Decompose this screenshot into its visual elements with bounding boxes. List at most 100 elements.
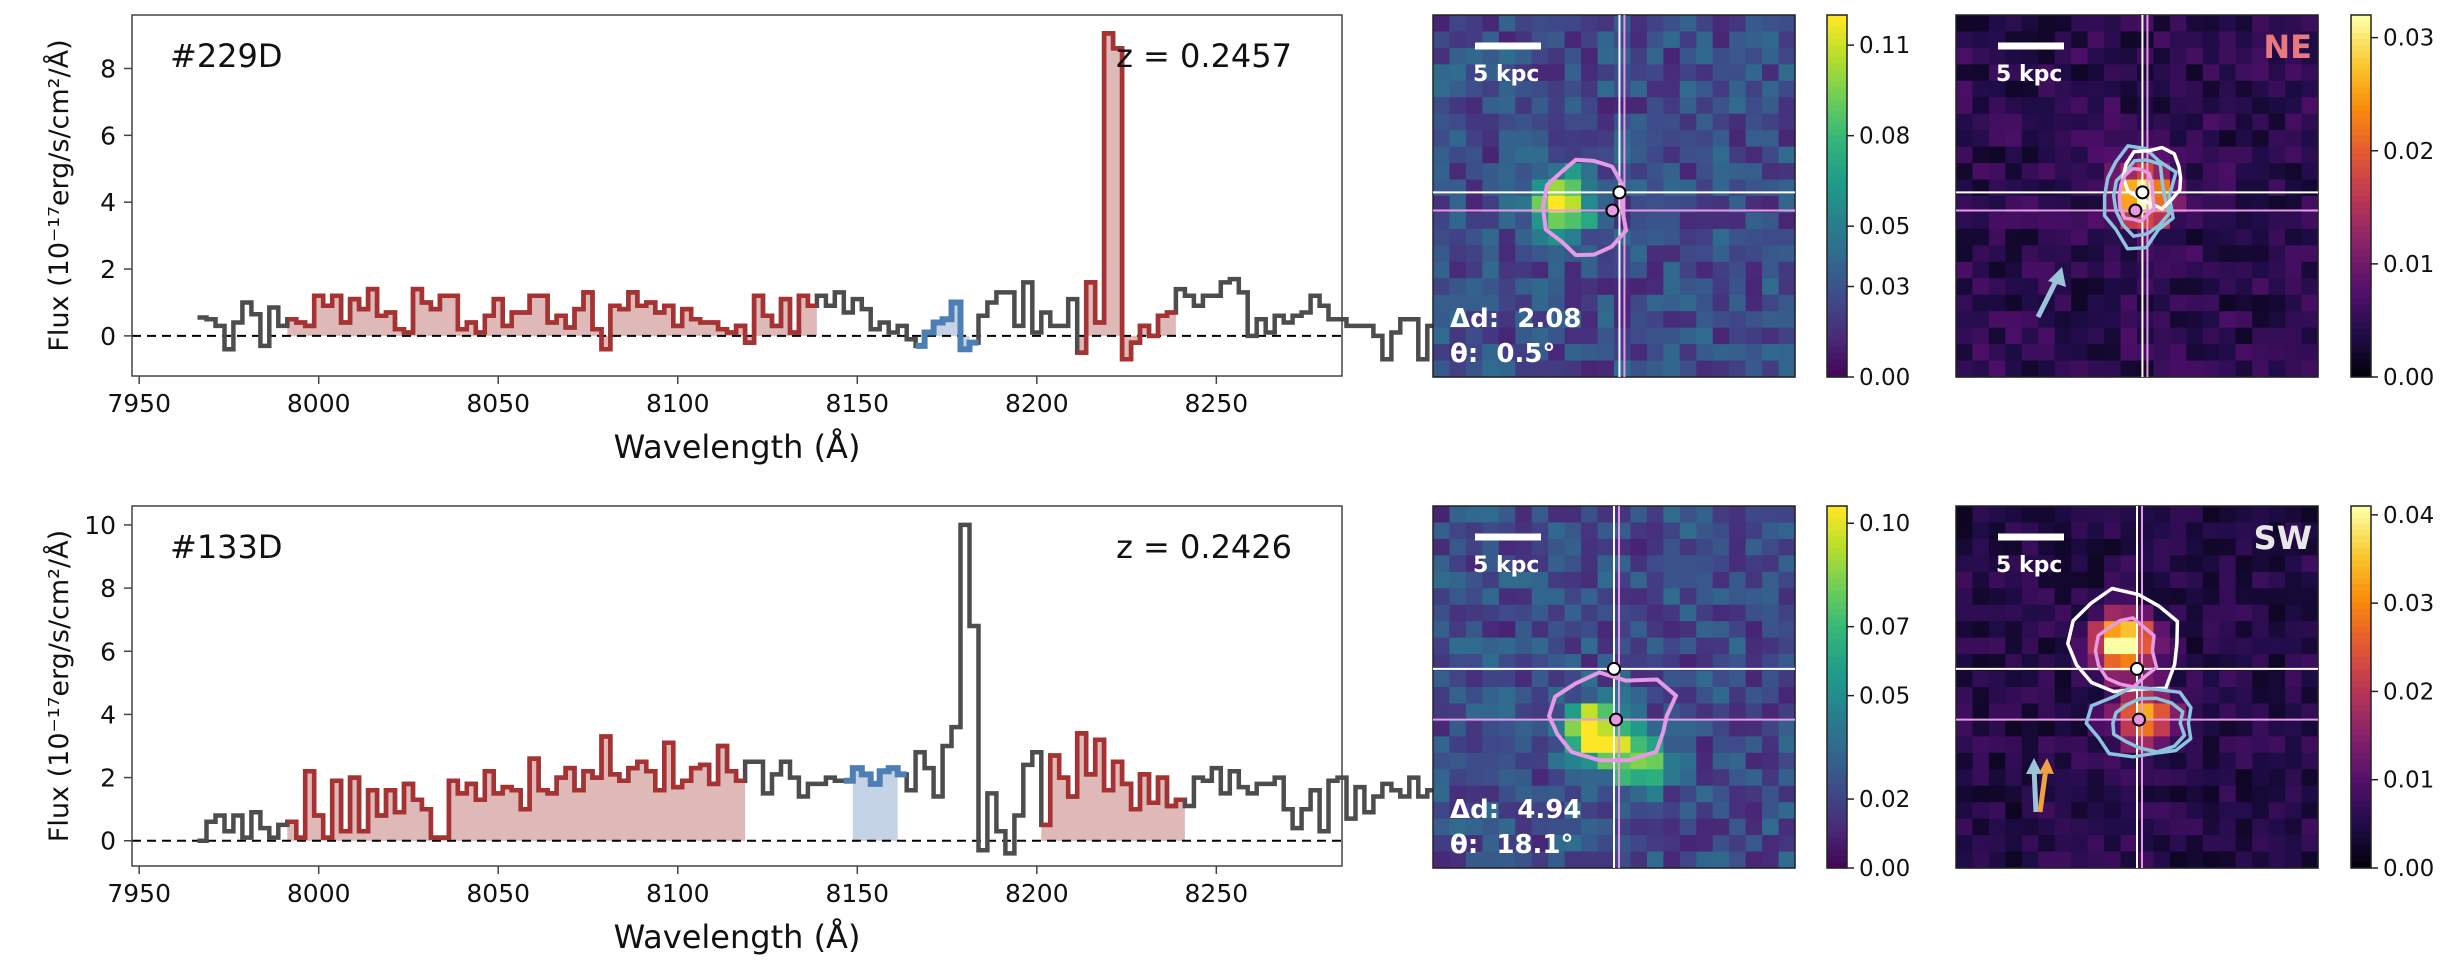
pixel (2104, 212, 2122, 230)
pixel (2021, 506, 2039, 524)
pixel (2285, 261, 2303, 279)
pixel (1630, 736, 1648, 754)
pixel (1696, 769, 1714, 787)
pixel (1729, 80, 1747, 98)
pixel (1972, 179, 1990, 197)
pixel (1548, 245, 1566, 263)
colorbar-tick-label: 0.03 (1859, 275, 1910, 301)
pixel (2285, 146, 2303, 164)
pixel (2137, 818, 2155, 836)
pixel (1956, 360, 1974, 378)
pixel (1988, 571, 2006, 589)
pixel (2120, 506, 2138, 524)
pixel (1956, 327, 1974, 345)
pixel (2202, 654, 2220, 672)
pixel (2219, 196, 2237, 214)
colorbar-segment (1827, 542, 1847, 549)
colorbar-segment (2351, 99, 2371, 107)
pixel (1581, 163, 1599, 181)
centroid-marker (2135, 185, 2150, 200)
colorbar-segment (2351, 674, 2371, 682)
pixel (2202, 15, 2220, 33)
colorbar-segment (2351, 298, 2371, 306)
pixel (1972, 851, 1990, 869)
pixel (1482, 851, 1500, 869)
pixel (1679, 571, 1697, 589)
pixel (2005, 687, 2023, 705)
pixel (1745, 245, 1763, 263)
x-tick-label: 8200 (1005, 879, 1069, 908)
colorbar-segment (2351, 512, 2371, 519)
pixel (1778, 637, 1796, 655)
pixel (2071, 588, 2089, 606)
pixel (1778, 97, 1796, 115)
pixel (2153, 506, 2171, 524)
pixel (1433, 15, 1451, 33)
pixel (1614, 621, 1632, 639)
pixel (2087, 719, 2105, 737)
pixel (1515, 64, 1533, 82)
pixel (1778, 802, 1796, 820)
pixel (2169, 64, 2187, 82)
pixel (2235, 818, 2253, 836)
pixel (1729, 687, 1747, 705)
colorbar-frame (2350, 14, 2372, 378)
pixel (1679, 604, 1697, 622)
pixel (2252, 15, 2270, 33)
pixel (2186, 752, 2204, 770)
pixel (1465, 571, 1483, 589)
pixel (1745, 278, 1763, 296)
pixel (2186, 506, 2204, 524)
pixel (1531, 113, 1549, 131)
pixel (2038, 64, 2056, 82)
colorbar-tick-label: 0.10 (1859, 511, 1910, 537)
pixel (1531, 769, 1549, 787)
colorbar-segment (2351, 813, 2371, 821)
pixel (2104, 97, 2122, 115)
pixel (1729, 555, 1747, 573)
pixel (2301, 327, 2319, 345)
pixel (1712, 835, 1730, 853)
pixel (2219, 752, 2237, 770)
pixel (1449, 555, 1467, 573)
pixel (2071, 130, 2089, 148)
pixel (2186, 228, 2204, 246)
pixel (1646, 294, 1664, 312)
pixel (2301, 196, 2319, 214)
pixel (2186, 654, 2204, 672)
colorbar-segment (1827, 536, 1847, 543)
pixel (1972, 344, 1990, 362)
pixel (1729, 294, 1747, 312)
pixel (1515, 278, 1533, 296)
pixel (1465, 212, 1483, 230)
pixel (2268, 97, 2286, 115)
colorbar-segment (2351, 63, 2371, 70)
pixel (1712, 719, 1730, 737)
pixel (2038, 818, 2056, 836)
pixel (1548, 278, 1566, 296)
pixel (1956, 785, 1974, 803)
pixel (2252, 196, 2270, 214)
pixel (2301, 261, 2319, 279)
pixel (1646, 47, 1664, 65)
colorbar-segment (2351, 596, 2371, 604)
pixel (2252, 637, 2270, 655)
pixel (2021, 344, 2039, 362)
pixel (2202, 130, 2220, 148)
pixel (2071, 687, 2089, 705)
colorbar-segment (1827, 274, 1847, 282)
pixel (1729, 703, 1747, 721)
pixel (1564, 311, 1582, 329)
pixel (1433, 212, 1451, 230)
pixel (1515, 621, 1533, 639)
pixel (2005, 752, 2023, 770)
pixel (1614, 130, 1632, 148)
pixel (1663, 344, 1681, 362)
y-tick-label: 0 (100, 322, 116, 351)
scale-bar-label: 5 kpc (1996, 62, 2062, 87)
pixel (1679, 344, 1697, 362)
pixel (1696, 654, 1714, 672)
pixel (1646, 654, 1664, 672)
pixel (2038, 637, 2056, 655)
pixel (1597, 538, 1615, 556)
